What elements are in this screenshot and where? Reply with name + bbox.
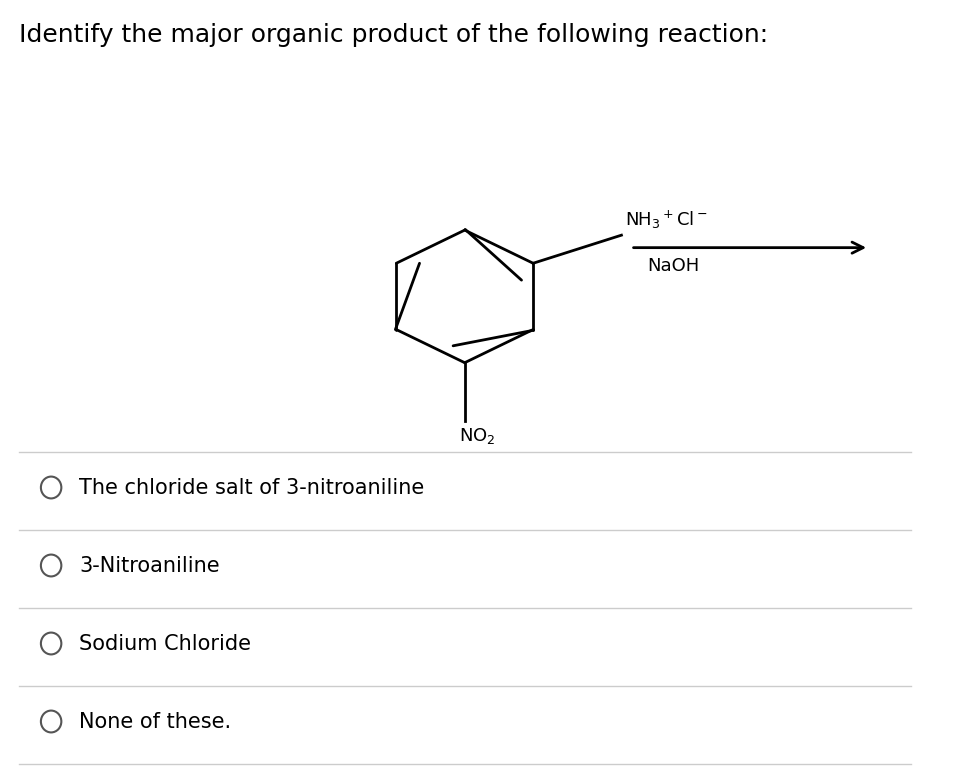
- Text: None of these.: None of these.: [79, 711, 231, 732]
- Text: NO$_2$: NO$_2$: [458, 426, 496, 446]
- Text: The chloride salt of 3-nitroaniline: The chloride salt of 3-nitroaniline: [79, 477, 424, 498]
- Text: NH$_3$$^+$Cl$^-$: NH$_3$$^+$Cl$^-$: [624, 209, 707, 231]
- Text: Sodium Chloride: Sodium Chloride: [79, 633, 251, 654]
- Text: Identify the major organic product of the following reaction:: Identify the major organic product of th…: [18, 23, 767, 48]
- Text: NaOH: NaOH: [647, 257, 699, 275]
- Text: 3-Nitroaniline: 3-Nitroaniline: [79, 555, 219, 576]
